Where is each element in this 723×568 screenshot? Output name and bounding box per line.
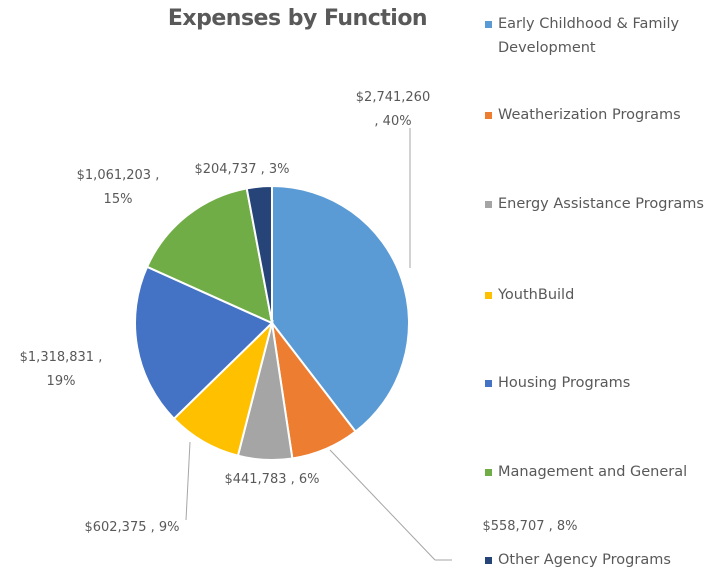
leader-line — [329, 449, 436, 561]
pie-slice — [145, 187, 274, 325]
legend-swatch — [485, 469, 492, 476]
legend-swatch — [485, 112, 492, 119]
data-label: $2,741,260 , 40% — [355, 90, 431, 129]
legend-entry: Management and General — [482, 460, 718, 484]
legend-entry: YouthBuild — [482, 283, 718, 307]
data-label: $602,375 , 9% — [84, 520, 180, 535]
data-label: $1,061,203 , 15% — [76, 168, 160, 207]
data-label: $1,318,831 , 19% — [19, 350, 103, 389]
leader-line — [185, 441, 191, 521]
legend-swatch — [485, 201, 492, 208]
data-label: $558,707 , 8% — [482, 519, 578, 534]
legend-entry: Housing Programs — [482, 371, 718, 395]
legend-entry: Other Agency Programs — [482, 548, 718, 568]
pie-slice — [271, 184, 410, 433]
legend-swatch — [485, 21, 492, 28]
legend-swatch — [485, 380, 492, 387]
chart-title: Expenses by Function — [167, 6, 428, 31]
data-label: $204,737 , 3% — [194, 162, 290, 177]
legend-entry: Weatherization Programs — [482, 103, 718, 127]
legend-swatch — [485, 557, 492, 564]
legend-entry: Early Childhood & Family Development — [482, 12, 718, 60]
legend-entry: Energy Assistance Programs — [482, 192, 718, 216]
pie-slice — [134, 265, 274, 421]
data-label: $441,783 , 6% — [224, 472, 320, 487]
legend-swatch — [485, 292, 492, 299]
pie-slice — [245, 184, 273, 324]
